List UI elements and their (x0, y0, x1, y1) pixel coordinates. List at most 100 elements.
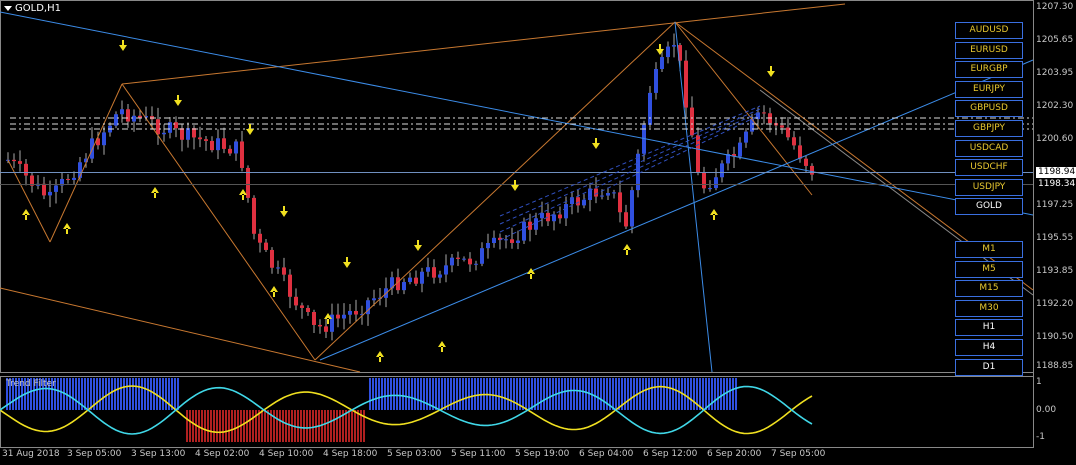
histogram-bar (186, 410, 188, 442)
candle-body (324, 326, 328, 332)
candle-body (792, 137, 796, 146)
histogram-bar (342, 410, 344, 442)
candle-body (474, 263, 478, 265)
histogram-bar (57, 378, 59, 410)
candle-body (228, 148, 232, 154)
timeframe-button-m5[interactable]: M5 (955, 260, 1023, 278)
histogram-bar (75, 378, 77, 410)
histogram-bar (156, 378, 158, 410)
histogram-bar (150, 378, 152, 410)
up-arrow-icon (710, 209, 718, 220)
histogram-bar (624, 378, 626, 410)
histogram-bar (375, 378, 377, 410)
symbol-button-eurjpy[interactable]: EURJPY (955, 80, 1023, 98)
zigzag-line (314, 21, 676, 361)
price-axis-label: 1190.50 (1036, 332, 1074, 342)
candle-body (522, 221, 526, 241)
histogram-bar (441, 378, 443, 410)
histogram-bar (549, 378, 551, 410)
price-axis-label: 1200.60 (1036, 134, 1074, 144)
candle-body (720, 163, 724, 178)
indicator-title: Trend Filter (6, 379, 56, 389)
time-axis-label: 4 Sep 02:00 (195, 449, 250, 459)
histogram-bar (255, 410, 257, 442)
histogram-bar (387, 378, 389, 410)
histogram-bar (84, 378, 86, 410)
histogram-bar (678, 378, 680, 410)
symbol-button-gbpusd[interactable]: GBPUSD (955, 100, 1023, 118)
histogram-bar (663, 378, 665, 410)
histogram-bar (18, 378, 20, 410)
indicator-axis-label: 0.00 (1036, 405, 1057, 415)
histogram-bar (423, 378, 425, 410)
histogram-bar (630, 378, 632, 410)
histogram-bar (129, 378, 131, 410)
histogram-bar (249, 410, 251, 442)
timeframe-button-m30[interactable]: M30 (955, 299, 1023, 317)
symbol-button-eurusd[interactable]: EURUSD (955, 41, 1023, 59)
symbol-button-usdjpy[interactable]: USDJPY (955, 178, 1023, 196)
histogram-bar (492, 378, 494, 410)
histogram-bar (360, 410, 362, 442)
time-axis-label: 6 Sep 12:00 (643, 449, 698, 459)
histogram-bar (225, 410, 227, 442)
down-arrow-icon (656, 44, 664, 55)
histogram-bar (384, 378, 386, 410)
histogram-bar (432, 378, 434, 410)
down-arrow-icon (414, 240, 422, 251)
down-arrow-icon (174, 95, 182, 106)
histogram-bar (219, 410, 221, 442)
timeframe-button-h1[interactable]: H1 (955, 319, 1023, 337)
candle-body (504, 239, 508, 241)
symbol-button-audusd[interactable]: AUDUSD (955, 22, 1023, 39)
candle-body (696, 135, 700, 173)
candle-body (12, 159, 16, 162)
timeframe-button-h4[interactable]: H4 (955, 338, 1023, 356)
histogram-bar (72, 378, 74, 410)
histogram-bar (171, 378, 173, 410)
histogram-bar (192, 410, 194, 442)
histogram-bar (726, 378, 728, 410)
symbol-button-gbpjpy[interactable]: GBPJPY (955, 119, 1023, 137)
histogram-bar (270, 410, 272, 442)
histogram-bar (450, 378, 452, 410)
histogram-bar (525, 378, 527, 410)
histogram-bar (465, 378, 467, 410)
histogram-bar (33, 378, 35, 410)
histogram-bar (234, 410, 236, 442)
candle-body (396, 277, 400, 291)
symbol-button-usdcad[interactable]: USDCAD (955, 139, 1023, 157)
symbol-button-gold[interactable]: GOLD (955, 198, 1023, 216)
histogram-bar (45, 378, 47, 410)
candle-body (48, 191, 52, 196)
current-price-box-secondary: 1198.34 (1036, 179, 1076, 190)
up-arrow-icon (623, 244, 631, 255)
symbol-button-eurgbp[interactable]: EURGBP (955, 61, 1023, 79)
candle-body (276, 267, 280, 269)
symbol-button-usdchf[interactable]: USDCHF (955, 159, 1023, 177)
candle-body (756, 112, 760, 120)
up-arrow-icon (63, 223, 71, 234)
candle-body (30, 175, 34, 186)
timeframe-button-d1[interactable]: D1 (955, 358, 1023, 376)
histogram-bar (306, 410, 308, 442)
histogram-bar (12, 378, 14, 410)
histogram-bar (114, 378, 116, 410)
symbol-switcher-panel: AUDUSD EURUSD EURGBP EURJPY GBPUSD GBPJP… (955, 22, 1023, 218)
histogram-bar (162, 378, 164, 410)
channel-line (499, 108, 761, 225)
timeframe-button-m1[interactable]: M1 (955, 241, 1023, 258)
histogram-bar (552, 378, 554, 410)
histogram-bar (111, 378, 113, 410)
candle-body (60, 178, 64, 186)
candle-body (318, 324, 322, 327)
indicator-axis-label: -1 (1036, 432, 1045, 442)
up-arrow-icon (324, 313, 332, 324)
histogram-bar (252, 410, 254, 442)
candle-body (174, 122, 178, 129)
candle-body (528, 221, 532, 230)
histogram-bar (51, 378, 53, 410)
timeframe-button-m15[interactable]: M15 (955, 280, 1023, 298)
histogram-bar (405, 378, 407, 410)
